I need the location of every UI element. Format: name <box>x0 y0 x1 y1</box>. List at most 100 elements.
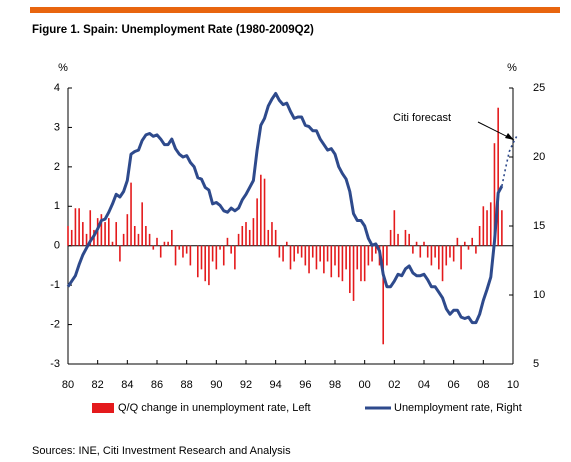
x-tick-label: 10 <box>507 379 519 391</box>
bar <box>237 233 240 246</box>
bar <box>389 229 392 246</box>
x-tick-label: 80 <box>62 379 74 391</box>
bar <box>300 245 303 258</box>
bar <box>234 245 236 270</box>
bar <box>501 210 503 246</box>
bar <box>471 237 474 246</box>
forecast-line <box>501 135 518 187</box>
bar <box>363 245 366 282</box>
bar <box>104 222 106 246</box>
bar <box>115 222 118 246</box>
bar <box>367 245 370 266</box>
header-bar <box>30 7 560 13</box>
x-tick-label: 04 <box>418 379 430 391</box>
bar <box>475 245 477 254</box>
bar <box>182 245 184 258</box>
y2-axis-label: % <box>507 62 517 74</box>
bar <box>423 241 425 246</box>
bar <box>289 245 292 270</box>
x-tick-label: 82 <box>92 379 104 391</box>
y-tick-label: -1 <box>50 279 60 291</box>
bar <box>74 208 77 246</box>
y2-tick-label: 20 <box>533 151 545 163</box>
legend-swatch <box>92 403 114 413</box>
bar <box>356 245 359 270</box>
x-tick-label: 06 <box>448 379 460 391</box>
bar <box>493 143 496 246</box>
bar <box>267 229 270 246</box>
bar <box>382 245 385 345</box>
x-tick-label: 90 <box>210 379 222 391</box>
bar <box>263 178 266 246</box>
bar <box>185 245 188 254</box>
bar <box>159 245 162 258</box>
annotation: Citi forecast <box>393 112 451 124</box>
bar <box>445 245 448 266</box>
bar <box>67 226 69 246</box>
bar <box>274 229 277 246</box>
bar <box>415 241 418 246</box>
bar <box>345 245 347 270</box>
y-tick-label: 3 <box>54 121 60 133</box>
bar <box>308 245 310 274</box>
annotation-arrowhead <box>505 133 514 140</box>
bar <box>408 233 410 246</box>
bar <box>78 208 80 246</box>
bar <box>130 182 132 246</box>
source: Sources: INE, Citi Investment Research a… <box>32 445 291 457</box>
bar <box>189 245 192 266</box>
bar <box>271 222 273 246</box>
line <box>66 92 504 325</box>
bar <box>285 241 288 246</box>
bar <box>122 233 125 246</box>
x-tick-label: 86 <box>151 379 163 391</box>
bar <box>156 237 158 246</box>
bar <box>315 245 318 270</box>
bar <box>111 241 114 246</box>
chart-title: Figure 1. Spain: Unemployment Rate (1980… <box>32 24 314 36</box>
bar <box>441 245 444 282</box>
bar <box>282 245 284 262</box>
bar <box>167 241 169 246</box>
bar <box>419 245 422 258</box>
bar <box>304 245 307 266</box>
bar <box>82 222 84 246</box>
y-axis-label: % <box>58 62 68 74</box>
bar <box>137 233 140 246</box>
y2-tick-label: 5 <box>533 358 539 370</box>
bar <box>360 245 362 282</box>
bar <box>497 107 499 246</box>
x-tick-label: 84 <box>121 379 133 391</box>
bar <box>133 226 136 246</box>
bar <box>486 210 488 246</box>
bar <box>330 245 333 278</box>
bar <box>145 226 147 246</box>
bar <box>374 245 377 254</box>
bar <box>107 218 110 246</box>
bar <box>297 245 299 254</box>
bar <box>404 229 407 246</box>
x-tick-label: 00 <box>359 379 371 391</box>
x-tick-label: 92 <box>240 379 252 391</box>
bar <box>260 174 262 246</box>
bar <box>163 241 166 246</box>
bar <box>430 245 433 266</box>
bar <box>215 245 218 270</box>
bar <box>426 245 429 258</box>
y2-tick-label: 15 <box>533 220 545 232</box>
bar <box>70 229 73 246</box>
bar <box>337 245 340 278</box>
bar <box>219 245 221 250</box>
x-tick-label: 98 <box>329 379 341 391</box>
bar <box>256 198 258 246</box>
bar <box>293 245 296 262</box>
bar <box>438 245 440 270</box>
bar <box>222 245 225 266</box>
bar <box>148 233 151 246</box>
bar <box>463 241 466 246</box>
bar <box>171 229 173 246</box>
bar <box>482 206 485 246</box>
bar <box>489 202 492 246</box>
bar <box>196 245 199 278</box>
